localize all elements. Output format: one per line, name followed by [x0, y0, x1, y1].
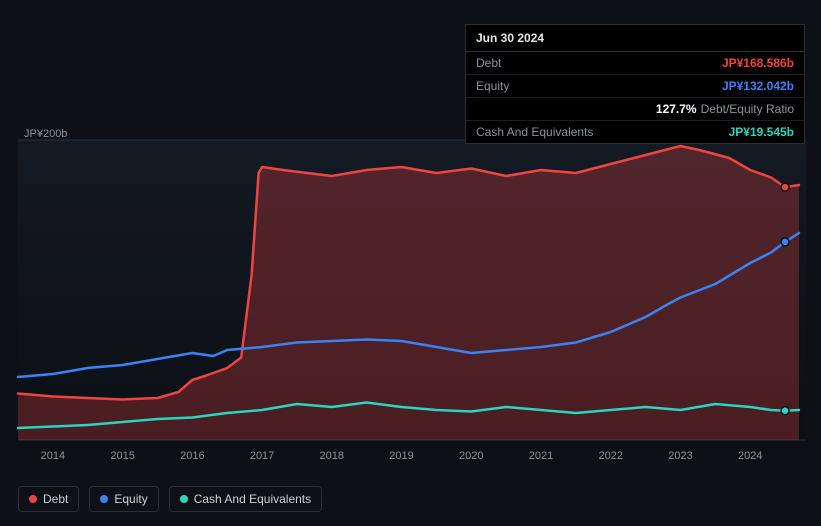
x-axis-labels: 2014 2015 2016 2017 2018 2019 2020 2021 2022 2023… — [0, 450, 821, 468]
tooltip-row: EquityJP¥132.042b — [466, 75, 804, 98]
x-axis-label: 2017 — [250, 450, 274, 462]
legend-label: Cash And Equivalents — [194, 492, 311, 506]
tooltip-row-label: Cash And Equivalents — [476, 125, 729, 139]
tooltip-row-suffix: Debt/Equity Ratio — [701, 102, 794, 116]
legend-dot-icon — [29, 495, 37, 503]
tooltip-row-label: Debt — [476, 56, 722, 70]
legend-item[interactable]: Debt — [18, 486, 79, 512]
legend-dot-icon — [180, 495, 188, 503]
series-marker-equity — [781, 238, 789, 246]
x-axis-label: 2024 — [738, 450, 762, 462]
legend-label: Equity — [114, 492, 147, 506]
series-marker-debt — [781, 183, 789, 191]
legend-item[interactable]: Cash And Equivalents — [169, 486, 322, 512]
chart-legend: Debt Equity Cash And Equivalents — [18, 486, 322, 512]
tooltip-row-value: JP¥19.545b — [729, 125, 794, 139]
tooltip-row: 127.7%Debt/Equity Ratio — [466, 98, 804, 121]
tooltip-row-label: Equity — [476, 79, 722, 93]
x-axis-label: 2014 — [41, 450, 65, 462]
financials-chart: Jun 30 2024 DebtJP¥168.586bEquityJP¥132.… — [0, 0, 821, 526]
tooltip-row-value: JP¥132.042b — [722, 79, 794, 93]
tooltip-row: Cash And EquivalentsJP¥19.545b — [466, 121, 804, 143]
tooltip-row: DebtJP¥168.586b — [466, 52, 804, 75]
series-marker-cash — [781, 407, 789, 415]
tooltip-date: Jun 30 2024 — [466, 25, 804, 52]
x-axis-label: 2018 — [320, 450, 344, 462]
x-axis-label: 2019 — [389, 450, 413, 462]
tooltip-row-value: JP¥168.586b — [722, 56, 794, 70]
x-axis-label: 2021 — [529, 450, 553, 462]
x-axis-label: 2015 — [110, 450, 134, 462]
legend-dot-icon — [100, 495, 108, 503]
x-axis-label: 2016 — [180, 450, 204, 462]
x-axis-label: 2023 — [668, 450, 692, 462]
legend-label: Debt — [43, 492, 68, 506]
legend-item[interactable]: Equity — [89, 486, 158, 512]
tooltip-row-value: 127.7%Debt/Equity Ratio — [656, 102, 794, 116]
chart-tooltip: Jun 30 2024 DebtJP¥168.586bEquityJP¥132.… — [465, 24, 805, 144]
x-axis-label: 2020 — [459, 450, 483, 462]
x-axis-label: 2022 — [598, 450, 622, 462]
tooltip-row-label — [476, 102, 656, 116]
